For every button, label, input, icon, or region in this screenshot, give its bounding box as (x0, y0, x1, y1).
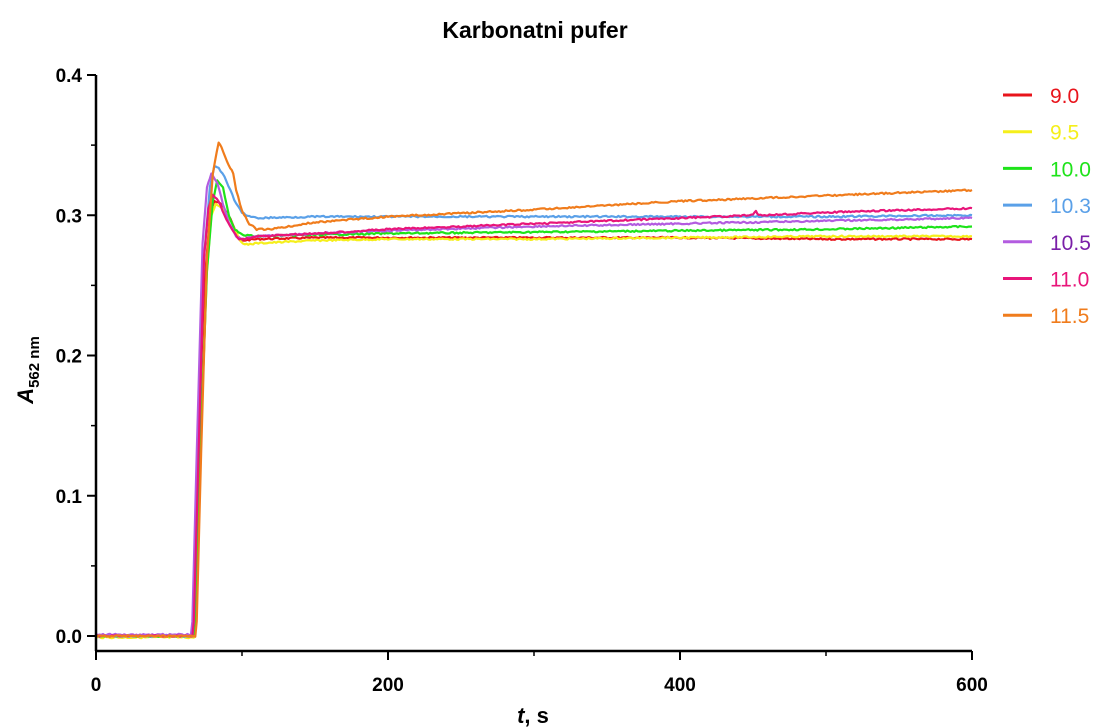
y-tick-label: 0.1 (56, 487, 83, 508)
y-tick-label: 0.4 (56, 66, 83, 87)
legend-label-9-0: 9.0 (1050, 85, 1079, 108)
series-line-9-5 (95, 202, 973, 640)
x-axis-title: t, s (517, 703, 549, 727)
legend-label-10-5: 10.5 (1050, 232, 1091, 255)
series-line-11-0 (95, 193, 973, 638)
chart-title: Karbonatni pufer (442, 17, 627, 43)
axes: 0.0 0.1 0.2 0.3 0.4 0 200 400 600 (56, 66, 988, 696)
y-tick-label: 0.3 (56, 206, 82, 227)
legend-label-10-0: 10.0 (1050, 158, 1091, 181)
x-tick-label: 400 (664, 675, 696, 696)
x-tick-label: 600 (956, 675, 988, 696)
legend-label-9-5: 9.5 (1050, 122, 1079, 145)
y-axis-title-main: A (13, 388, 38, 405)
y-tick-label: 0.2 (56, 347, 82, 368)
y-axis-title: A562 nm (13, 336, 43, 405)
x-tick-label: 200 (372, 675, 404, 696)
series-line-11-5 (95, 141, 973, 638)
legend: 9.0 9.5 10.0 10.3 10.5 11.0 11.5 (1003, 85, 1091, 328)
y-tick-label: 0.0 (56, 627, 82, 648)
series-line-10-0 (95, 179, 973, 638)
x-axis-title-suffix: , s (524, 703, 548, 727)
legend-label-10-3: 10.3 (1050, 195, 1091, 218)
y-axis-title-subscript: 562 nm (26, 336, 43, 388)
legend-label-11-0: 11.0 (1050, 269, 1089, 292)
series-line-10-5 (95, 172, 973, 637)
x-axis-title-main: t (517, 703, 526, 727)
x-tick-label: 0 (91, 675, 102, 696)
legend-label-11-5: 11.5 (1050, 305, 1089, 328)
plot-lines (95, 141, 973, 640)
series-line-9-0 (95, 199, 973, 638)
